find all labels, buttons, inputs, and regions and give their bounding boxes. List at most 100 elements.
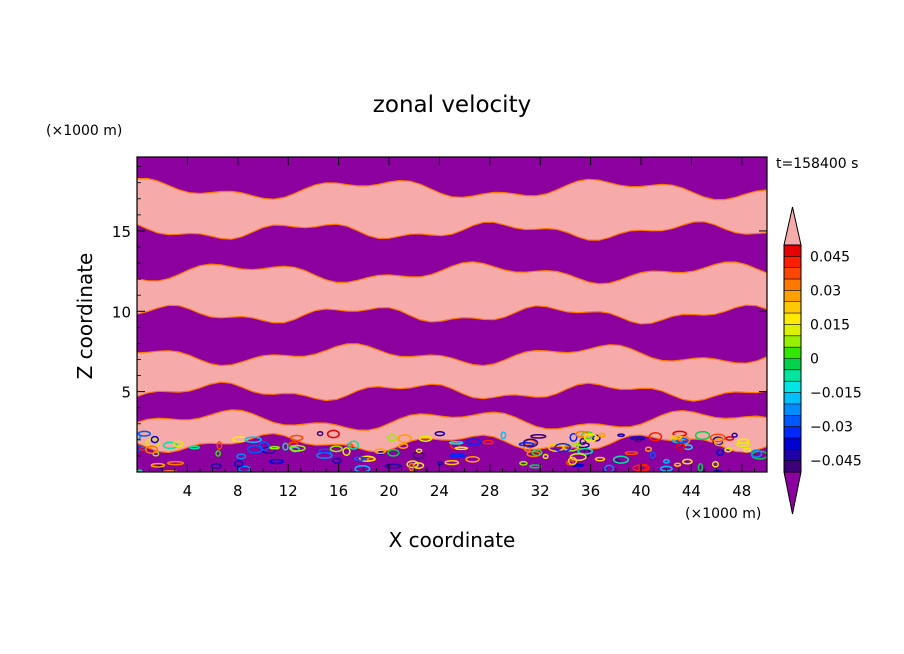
field-eddy	[529, 464, 542, 469]
field-eddy	[662, 459, 670, 464]
colorbar-swatch	[784, 437, 801, 450]
y-tick-label: 10	[112, 303, 131, 321]
field-eddy	[448, 440, 464, 445]
field-eddy	[697, 462, 704, 472]
field-eddy	[466, 438, 482, 446]
field-eddy	[162, 441, 178, 450]
field-eddy	[518, 441, 535, 447]
field-eddy	[750, 449, 763, 458]
field-eddy	[269, 458, 284, 465]
field-eddy	[634, 437, 643, 443]
field-eddy	[166, 460, 185, 466]
colorbar-over-arrow	[783, 206, 802, 246]
field-eddy	[444, 459, 460, 466]
x-tick-label: 40	[631, 482, 650, 500]
field-eddy	[454, 446, 469, 451]
field-eddy	[624, 450, 639, 456]
field-eddy	[282, 442, 289, 451]
colorbar-swatch	[784, 279, 801, 291]
field-eddy	[530, 434, 547, 439]
x-tick-label: 12	[279, 482, 298, 500]
x-tick-label: 48	[732, 482, 751, 500]
field-eddy	[387, 448, 400, 457]
y-tick-label: 5	[121, 384, 131, 402]
colorbar-tick-label: 0.015	[810, 317, 850, 333]
field-eddy	[137, 430, 151, 437]
colorbar-tick-label: 0.03	[810, 283, 841, 299]
field-eddy	[145, 445, 159, 455]
time-label: t=158400 s	[776, 156, 858, 172]
field-eddy	[232, 436, 248, 443]
field-eddy	[670, 434, 683, 440]
x-tick-label: 4	[183, 482, 193, 500]
field-eddy	[329, 445, 343, 453]
colorbar-swatch	[784, 256, 801, 268]
field-eddy	[519, 460, 528, 466]
field-eddy	[449, 453, 466, 458]
field-eddy	[150, 462, 166, 468]
field-eddy	[348, 440, 360, 450]
field-eddy	[358, 455, 376, 462]
field-eddy	[353, 456, 367, 461]
field-eddy	[172, 440, 184, 448]
field-eddy	[500, 431, 507, 440]
y-axis: 5 10 15	[112, 166, 767, 457]
colorbar-swatch	[784, 392, 801, 404]
field-eddy	[233, 460, 244, 468]
x-tick-label: 28	[480, 482, 499, 500]
field-eddy	[436, 461, 444, 466]
plot-area	[136, 156, 768, 473]
field-eddy	[569, 452, 587, 462]
field-eddy	[542, 453, 549, 460]
field-eddy	[434, 431, 446, 437]
x-axis: 4 8 12 16 20 24 28 32 36 40 44 48	[149, 157, 755, 500]
field-eddy	[673, 462, 682, 467]
colorbar-swatch	[784, 313, 801, 325]
field-eddy	[711, 461, 720, 468]
field-eddy	[716, 448, 725, 456]
colorbar-swatch	[784, 347, 801, 359]
x-tick-label: 24	[430, 482, 449, 500]
field-eddy	[244, 436, 262, 444]
colorbar-swatch	[784, 381, 801, 393]
colorbar-swatch	[784, 301, 801, 314]
field-eddy	[215, 450, 221, 457]
colorbar-swatch	[784, 369, 801, 382]
colorbar-tick-label: 0	[810, 352, 819, 368]
field-eddy	[648, 432, 663, 442]
colorbar-swatch	[784, 245, 801, 257]
field-eddy	[617, 433, 625, 438]
field-eddy	[137, 432, 142, 441]
field-eddy	[418, 435, 432, 442]
field-eddy	[384, 463, 403, 469]
field-eddy	[742, 447, 752, 453]
field-eddy	[579, 437, 587, 446]
colorbar-swatch	[784, 426, 801, 438]
field-eddy	[406, 460, 419, 469]
y-axis-title: Z coordinate	[73, 253, 97, 380]
field-band-positive	[137, 177, 767, 241]
field-eddy	[612, 455, 630, 464]
field-eddy	[289, 434, 304, 442]
field-eddy	[724, 447, 733, 453]
field-eddy	[735, 442, 751, 447]
colorbar: 0.045 0.03 0.015 0 −0.015 −0.03 −0.045	[783, 206, 862, 515]
colorbar-swatch	[784, 403, 801, 416]
field-eddy	[565, 459, 575, 466]
field-eddy	[594, 456, 606, 462]
colorbar-under-arrow	[783, 471, 802, 515]
field-eddy	[342, 447, 351, 456]
y-unit-label: (×1000 m)	[46, 123, 122, 139]
colorbar-swatch	[784, 267, 801, 280]
field-eddy	[644, 446, 653, 452]
field-eddy	[397, 434, 412, 444]
field-eddy	[269, 445, 280, 450]
field-eddy	[387, 434, 397, 442]
field-band-positive	[137, 261, 767, 325]
field-eddy	[531, 448, 543, 457]
field-eddy	[332, 457, 342, 464]
x-unit-label: (×1000 m)	[685, 506, 761, 522]
colorbar-swatch	[784, 358, 801, 370]
colorbar-swatch	[784, 415, 801, 427]
